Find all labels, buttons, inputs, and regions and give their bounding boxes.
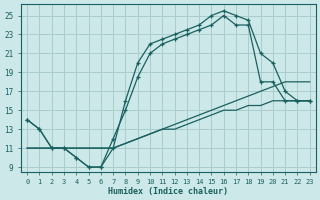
X-axis label: Humidex (Indice chaleur): Humidex (Indice chaleur) [108, 187, 228, 196]
